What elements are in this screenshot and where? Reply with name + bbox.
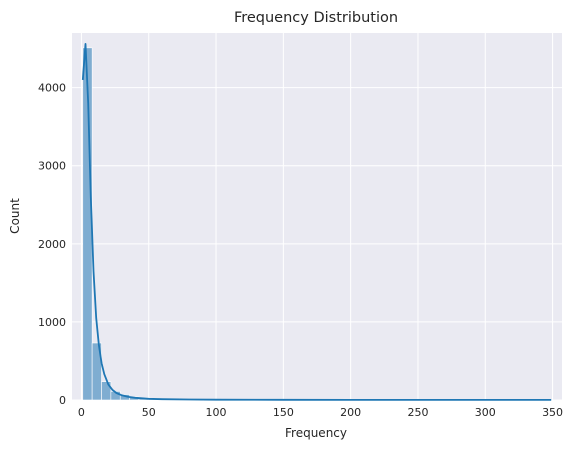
- x-tick-label: 50: [142, 406, 156, 419]
- x-tick-label: 250: [407, 406, 428, 419]
- y-tick-label: 4000: [38, 82, 66, 95]
- x-tick-label: 200: [340, 406, 361, 419]
- y-tick-label: 1000: [38, 316, 66, 329]
- x-tick-label: 350: [542, 406, 563, 419]
- x-axis-label: Frequency: [285, 426, 347, 440]
- y-tick-label: 2000: [38, 238, 66, 251]
- y-tick-label: 3000: [38, 160, 66, 173]
- x-tick-label: 0: [78, 406, 85, 419]
- chart-title: Frequency Distribution: [234, 10, 398, 26]
- x-tick-label: 150: [273, 406, 294, 419]
- x-tick-label: 100: [206, 406, 227, 419]
- histogram-bar: [102, 382, 111, 400]
- y-tick-label: 0: [59, 394, 66, 407]
- x-tick-label: 300: [475, 406, 496, 419]
- y-axis-label: Count: [8, 198, 22, 234]
